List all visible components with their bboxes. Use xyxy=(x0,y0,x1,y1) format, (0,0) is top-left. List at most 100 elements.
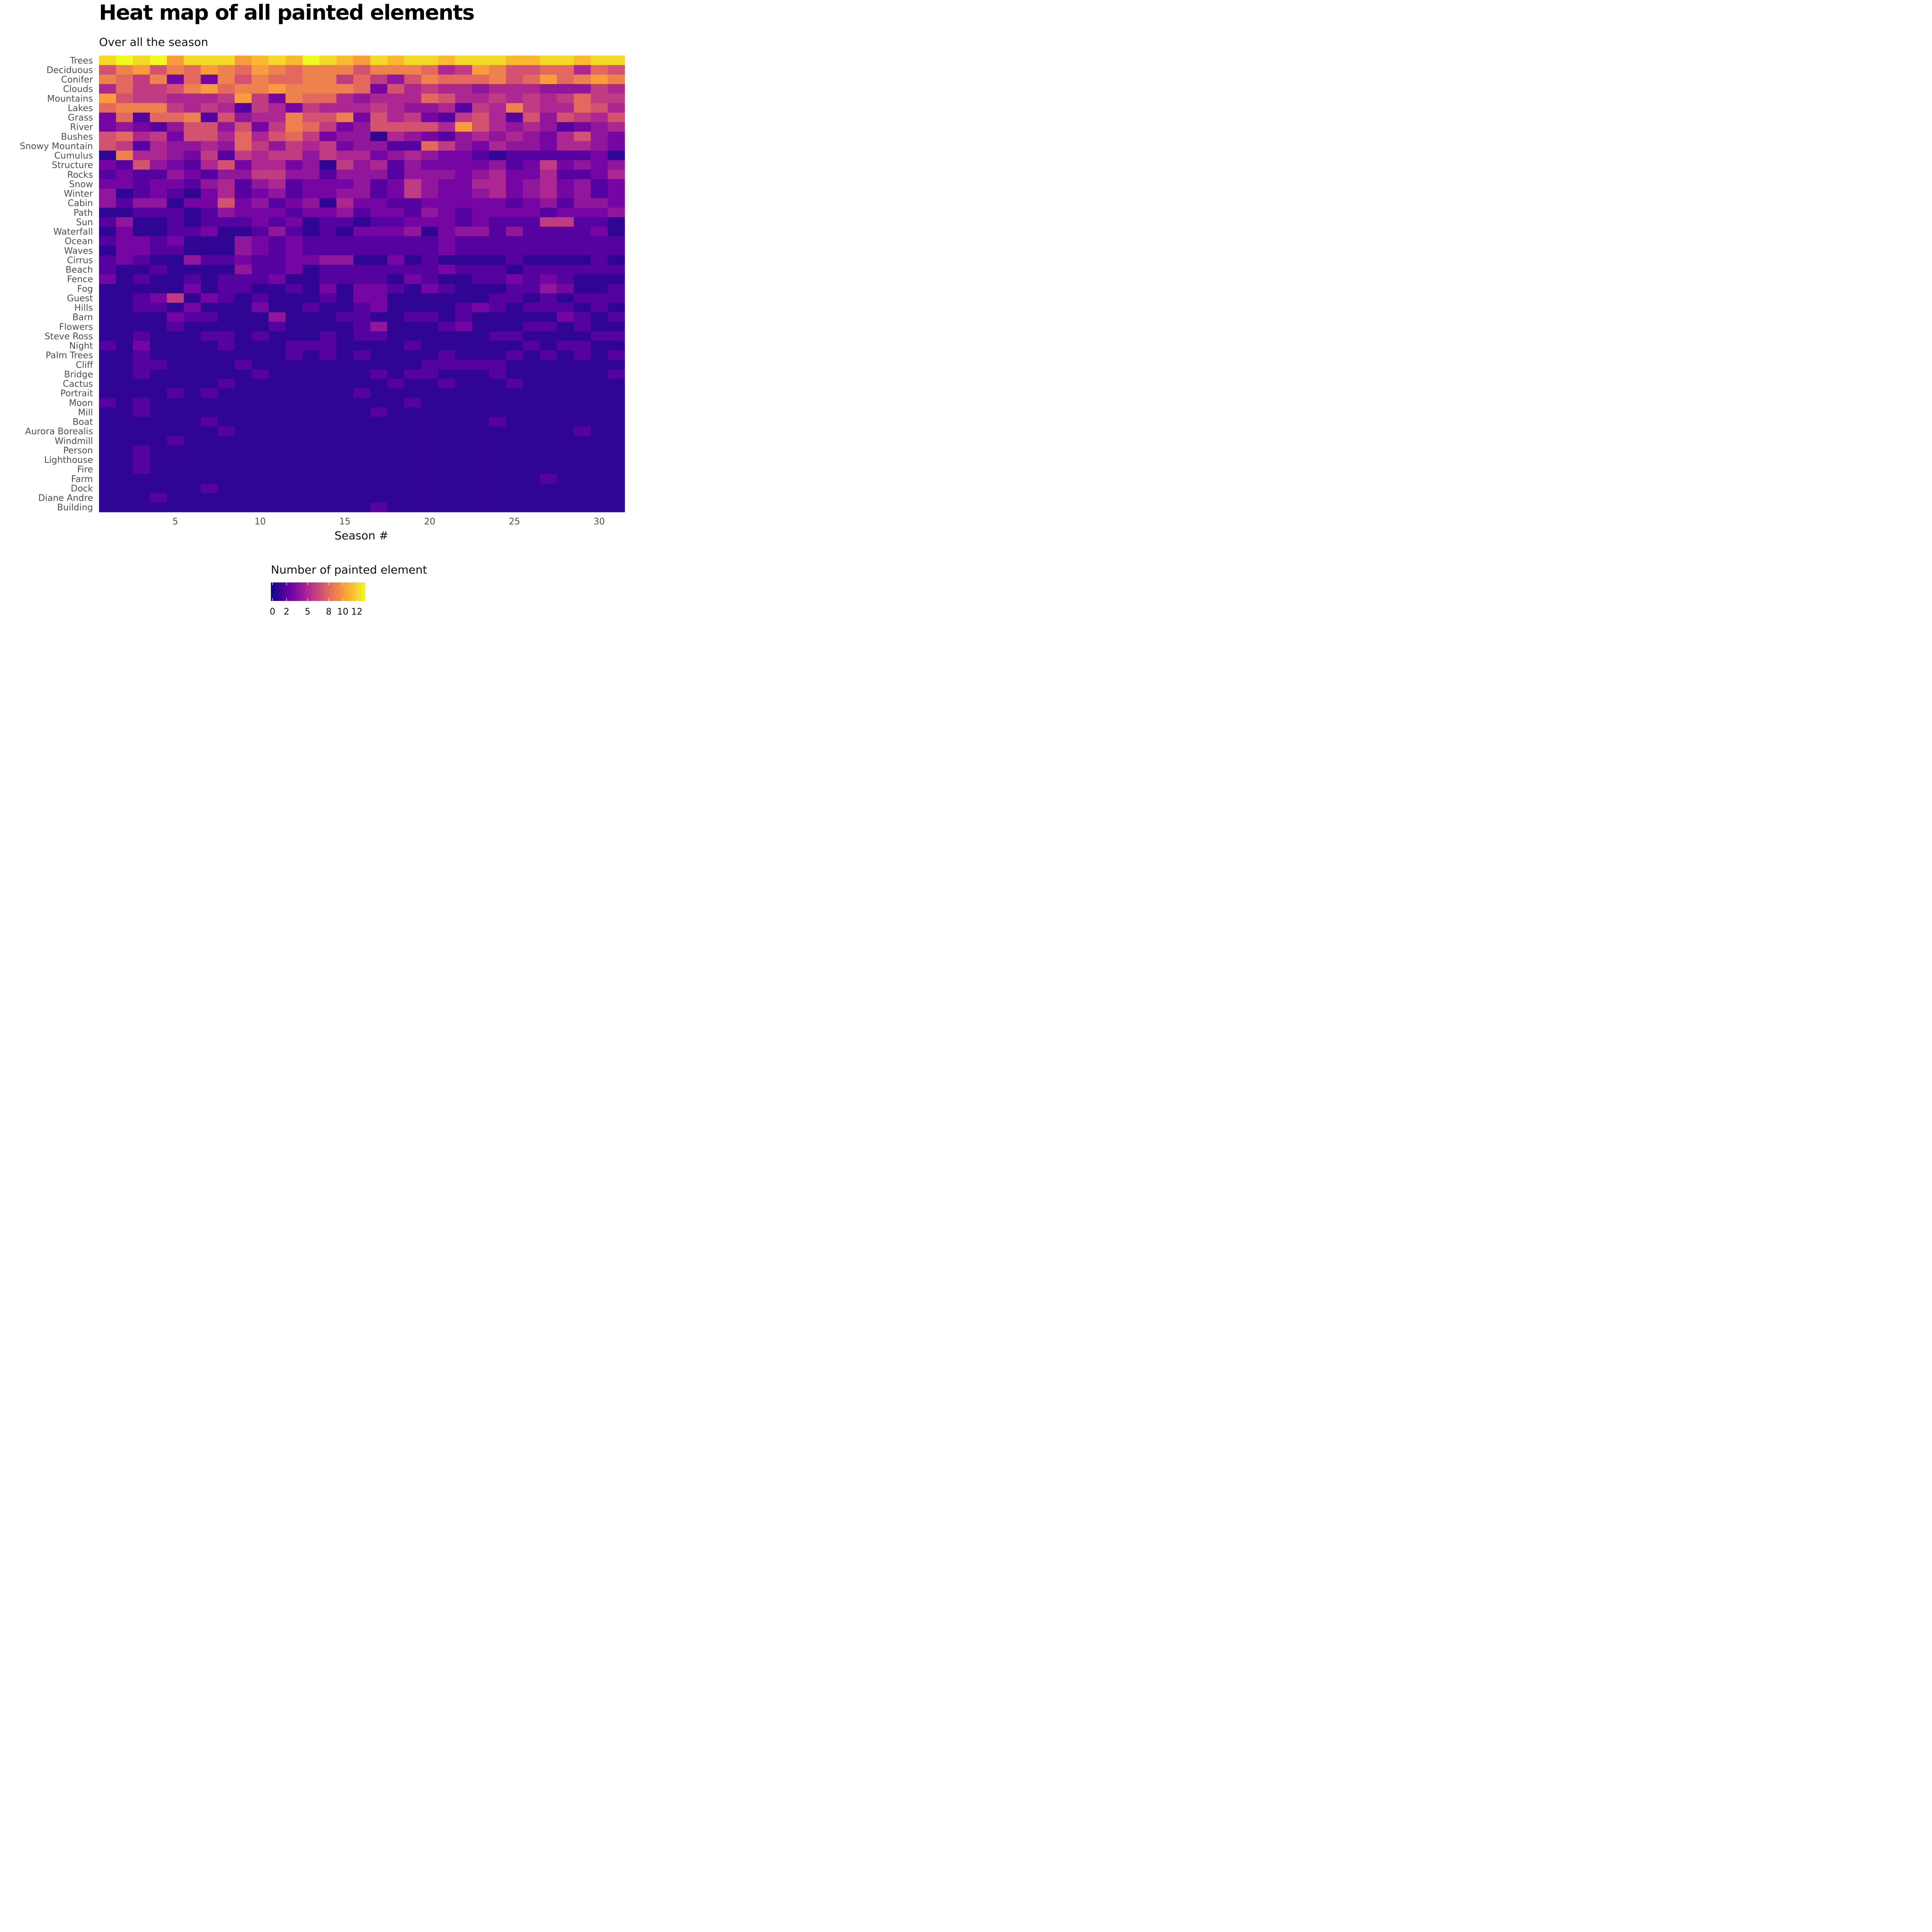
heatmap-cell xyxy=(574,208,591,218)
heatmap-cell xyxy=(150,388,167,398)
y-tick-label: Portrait xyxy=(60,389,93,399)
heatmap-cell xyxy=(116,160,133,170)
heatmap-cell xyxy=(302,217,320,227)
heatmap-cell xyxy=(336,217,354,227)
heatmap-cell xyxy=(133,474,150,484)
heatmap-cell xyxy=(607,151,625,161)
heatmap-cell xyxy=(557,65,574,75)
heatmap-cell xyxy=(506,151,523,161)
heatmap-cell xyxy=(557,255,574,265)
heatmap-cell xyxy=(235,160,252,170)
heatmap-cell xyxy=(590,132,608,142)
page-title: Heat map of all painted elements xyxy=(99,1,475,25)
heatmap-cell xyxy=(167,274,184,284)
heatmap-cell xyxy=(590,65,608,75)
heatmap-cell xyxy=(99,236,116,246)
heatmap-cell xyxy=(252,284,269,294)
heatmap-cell xyxy=(387,493,405,503)
heatmap-cell xyxy=(268,65,286,75)
x-tick-label: 30 xyxy=(594,517,605,527)
heatmap-cell xyxy=(150,360,167,370)
heatmap-cell xyxy=(99,208,116,218)
heatmap-cell xyxy=(506,445,523,455)
heatmap-cell xyxy=(404,293,422,303)
heatmap-cell xyxy=(167,160,184,170)
heatmap-cell xyxy=(200,198,218,208)
heatmap-cell xyxy=(133,179,150,189)
heatmap-cell xyxy=(319,227,337,237)
heatmap-cell xyxy=(523,236,540,246)
heatmap-cell xyxy=(557,84,574,94)
heatmap-cell xyxy=(489,502,506,512)
heatmap-cell xyxy=(472,455,489,465)
heatmap-cell xyxy=(489,455,506,465)
heatmap-cell xyxy=(353,169,371,180)
x-tick-label: 25 xyxy=(509,517,520,527)
heatmap-cell xyxy=(404,264,422,275)
heatmap-cell xyxy=(184,474,201,484)
heatmap-cell xyxy=(285,160,303,170)
heatmap-cell xyxy=(319,455,337,465)
heatmap-cell xyxy=(285,217,303,227)
heatmap-cell xyxy=(167,388,184,398)
heatmap-cell xyxy=(523,112,540,122)
heatmap-cell xyxy=(421,103,439,113)
heatmap-cell xyxy=(590,322,608,332)
heatmap-cell xyxy=(200,56,218,66)
heatmap-cell xyxy=(404,56,422,66)
heatmap-cell xyxy=(302,398,320,408)
heatmap-cell xyxy=(99,132,116,142)
heatmap-cell xyxy=(438,360,456,370)
heatmap-cell xyxy=(472,112,489,122)
heatmap-cell xyxy=(336,417,354,427)
heatmap-cell xyxy=(167,227,184,237)
heatmap-cell xyxy=(285,236,303,246)
heatmap-cell xyxy=(217,474,235,484)
heatmap-cell xyxy=(540,284,557,294)
heatmap-cell xyxy=(268,151,286,161)
heatmap-cell xyxy=(421,227,439,237)
heatmap-cell xyxy=(574,65,591,75)
heatmap-cell xyxy=(336,388,354,398)
heatmap-cell xyxy=(607,255,625,265)
heatmap-cell xyxy=(472,208,489,218)
x-tick-label: 5 xyxy=(173,517,178,527)
heatmap-cell xyxy=(557,74,574,85)
heatmap-cell xyxy=(336,341,354,351)
heatmap-cell xyxy=(472,341,489,351)
heatmap-cell xyxy=(590,160,608,170)
heatmap-cell xyxy=(421,217,439,227)
heatmap-cell xyxy=(404,407,422,417)
heatmap-cell xyxy=(404,217,422,227)
heatmap-cell xyxy=(150,341,167,351)
heatmap-cell xyxy=(438,369,456,379)
heatmap-cell xyxy=(489,379,506,389)
heatmap-cell xyxy=(252,369,269,379)
heatmap-cell xyxy=(200,84,218,94)
heatmap-cell xyxy=(506,369,523,379)
heatmap-cell xyxy=(540,341,557,351)
heatmap-cell xyxy=(404,236,422,246)
heatmap-cell xyxy=(268,379,286,389)
heatmap-cell xyxy=(472,169,489,180)
heatmap-cell xyxy=(116,445,133,455)
heatmap-cell xyxy=(302,360,320,370)
heatmap-cell xyxy=(252,169,269,180)
heatmap-cell xyxy=(235,398,252,408)
heatmap-cell xyxy=(353,493,371,503)
heatmap-cell xyxy=(370,293,388,303)
heatmap-cell xyxy=(167,74,184,85)
heatmap-cell xyxy=(506,227,523,237)
heatmap-cell xyxy=(200,350,218,360)
heatmap-cell xyxy=(557,132,574,142)
heatmap-cell xyxy=(99,341,116,351)
heatmap-cell xyxy=(523,303,540,313)
heatmap-cell xyxy=(99,293,116,303)
heatmap-cell xyxy=(506,436,523,446)
heatmap-cell xyxy=(472,122,489,132)
heatmap-cell xyxy=(472,369,489,379)
heatmap-cell xyxy=(336,74,354,85)
heatmap-cell xyxy=(184,274,201,284)
heatmap-cell xyxy=(133,436,150,446)
heatmap-cell xyxy=(523,417,540,427)
